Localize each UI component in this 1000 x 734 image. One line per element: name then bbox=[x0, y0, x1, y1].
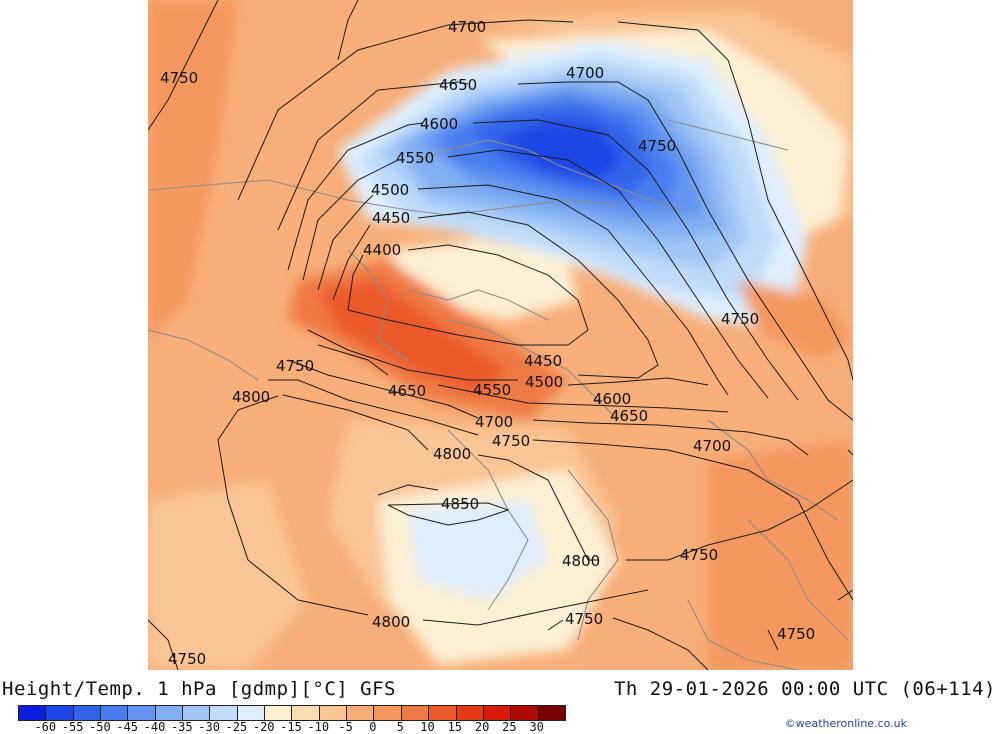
contour-label: 4750 bbox=[160, 69, 198, 87]
contour-label: 4750 bbox=[168, 650, 206, 668]
colorbar-tick-label: -40 bbox=[143, 720, 166, 734]
colorbar-tick-label: -55 bbox=[61, 720, 84, 734]
contour-label: 4800 bbox=[433, 445, 471, 463]
colorbar-tick-label: -20 bbox=[252, 720, 275, 734]
contour-label: 4700 bbox=[566, 64, 604, 82]
map-title: Height/Temp. 1 hPa [gdmp][°C] GFS bbox=[2, 678, 396, 700]
colorbar-tick-labels: -60 -55 -50 -45 -40 -35 -30 -25 -20 -15 -10 -5 0 5 10 1… bbox=[18, 720, 564, 734]
contour-label: 4750 bbox=[492, 432, 530, 450]
map-svg: 4700 4700 4750 4650 4600 4550 4500 4450 … bbox=[148, 0, 853, 670]
colorbar-swatch bbox=[46, 706, 74, 720]
temperature-colorbar bbox=[18, 705, 566, 721]
colorbar-swatch bbox=[456, 706, 484, 720]
colorbar-tick-label: -10 bbox=[307, 720, 330, 734]
colorbar-tick-label: -5 bbox=[338, 720, 353, 734]
colorbar-tick-label: 15 bbox=[447, 720, 463, 734]
contour-label: 4500 bbox=[525, 373, 563, 391]
colorbar-tick-label: -25 bbox=[225, 720, 248, 734]
colorbar-swatch bbox=[210, 706, 238, 720]
contour-label: 4650 bbox=[388, 382, 426, 400]
colorbar-swatch bbox=[265, 706, 293, 720]
credit-text: ©weatheronline.co.uk bbox=[784, 717, 907, 730]
colorbar-tick-label: 5 bbox=[396, 720, 404, 734]
contour-label: 4400 bbox=[363, 241, 401, 259]
colorbar-swatch bbox=[538, 706, 565, 720]
colorbar-tick-label: -50 bbox=[89, 720, 111, 734]
colorbar-swatch bbox=[19, 706, 47, 720]
contour-label: 4450 bbox=[372, 209, 410, 227]
contour-label: 4500 bbox=[371, 181, 409, 199]
contour-label: 4600 bbox=[420, 115, 458, 133]
contour-label: 4600 bbox=[593, 390, 631, 408]
colorbar-tick-label: -30 bbox=[198, 720, 220, 734]
colorbar-swatch bbox=[511, 706, 539, 720]
contour-label: 4750 bbox=[565, 610, 603, 628]
contour-label: 4800 bbox=[232, 388, 270, 406]
contour-label: 4450 bbox=[524, 352, 562, 370]
colorbar-tick-label: -60 bbox=[34, 720, 57, 734]
contour-label: 4750 bbox=[721, 310, 759, 328]
coastlines bbox=[148, 119, 849, 670]
colorbar-swatch bbox=[73, 706, 102, 720]
colorbar-swatch bbox=[374, 706, 402, 720]
contour-label: 4750 bbox=[777, 625, 815, 643]
contour-label: 4550 bbox=[473, 381, 511, 399]
colorbar-tick-label: 10 bbox=[420, 720, 435, 734]
colorbar-swatch bbox=[429, 706, 457, 720]
height-contours bbox=[148, 0, 853, 670]
valid-time: Th 29-01-2026 00:00 UTC (06+114) bbox=[613, 678, 996, 700]
colorbar-tick-label: 0 bbox=[369, 720, 377, 734]
colorbar-swatch bbox=[101, 706, 129, 720]
colorbar-swatch bbox=[401, 706, 430, 720]
colorbar-swatch bbox=[292, 706, 320, 720]
contour-label: 4700 bbox=[475, 413, 513, 431]
colorbar-tick-label: -45 bbox=[116, 720, 139, 734]
contour-label: 4650 bbox=[439, 76, 477, 94]
contour-label: 4850 bbox=[441, 495, 479, 513]
contour-labels: 4700 4700 4750 4650 4600 4550 4500 4450 … bbox=[160, 18, 815, 668]
contour-label: 4650 bbox=[610, 407, 648, 425]
colorbar-swatch bbox=[128, 706, 156, 720]
colorbar-tick-label: -15 bbox=[280, 720, 302, 734]
colorbar-swatch bbox=[155, 706, 184, 720]
colorbar-swatch bbox=[183, 706, 211, 720]
colorbar-tick-label: 25 bbox=[502, 720, 517, 734]
contour-label: 4750 bbox=[638, 137, 676, 155]
contour-label: 4550 bbox=[396, 149, 434, 167]
colorbar-tick-label: -35 bbox=[170, 720, 193, 734]
colorbar-swatch bbox=[237, 706, 266, 720]
temperature-field bbox=[148, 0, 853, 670]
weather-map: 4700 4700 4750 4650 4600 4550 4500 4450 … bbox=[148, 0, 853, 670]
contour-label: 4800 bbox=[562, 552, 600, 570]
colorbar-swatch bbox=[347, 706, 375, 720]
contour-label: 4800 bbox=[372, 613, 410, 631]
contour-label: 4700 bbox=[448, 18, 486, 36]
contour-label: 4750 bbox=[680, 546, 718, 564]
colorbar-swatch bbox=[483, 706, 512, 720]
colorbar-tick-label: 20 bbox=[474, 720, 490, 734]
colorbar-swatch bbox=[319, 706, 348, 720]
contour-label: 4700 bbox=[693, 437, 731, 455]
colorbar-tick-label: 30 bbox=[529, 720, 544, 734]
contour-label: 4750 bbox=[276, 357, 314, 375]
